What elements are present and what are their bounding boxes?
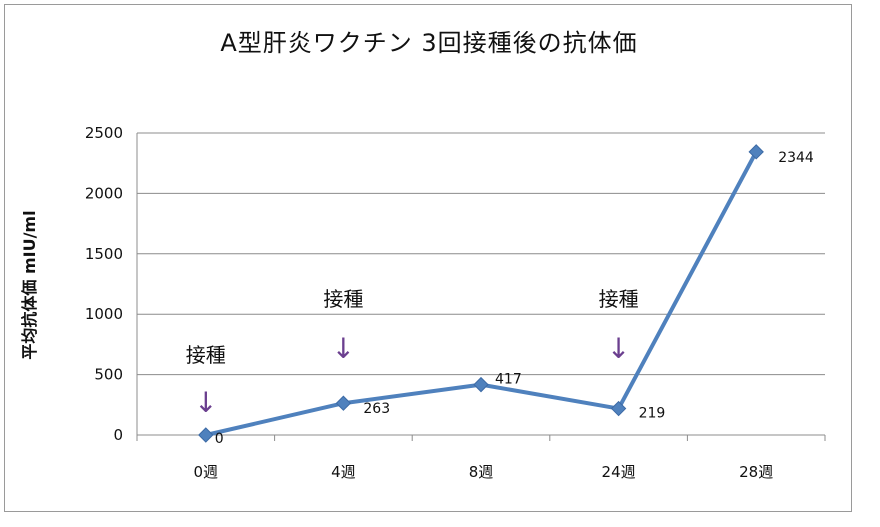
annotation-text-0: 接種 [186,343,226,367]
data-label-2: 417 [495,372,522,388]
annotation-arrow-2: ↓ [607,332,630,365]
data-point-1 [335,395,352,411]
data-point-3 [610,400,627,417]
x-tick-label-4: 28週 [739,463,773,481]
y-tick-label-0: 0 [113,426,123,444]
data-label-0: 0 [215,431,224,447]
x-tick-label-3: 24週 [602,463,636,481]
annotation-text-2: 接種 [599,287,639,311]
y-tick-label-500: 500 [94,366,123,384]
series-line [203,149,759,437]
data-label-4: 2344 [778,150,814,166]
data-label-1: 263 [363,401,390,417]
x-tick-label-1: 4週 [331,463,356,481]
data-point-0 [198,427,214,443]
y-tick-label-2000: 2000 [85,184,123,202]
data-point-4 [748,144,764,160]
y-tick-label-2500: 2500 [85,124,123,142]
annotation-arrow-0: ↓ [194,386,217,419]
y-tick-label-1500: 1500 [85,245,123,263]
annotation-arrow-1: ↓ [332,332,355,365]
x-tick-label-0: 0週 [194,463,219,481]
y-tick-label-1000: 1000 [85,305,123,323]
data-label-3: 219 [639,406,666,422]
annotation-text-1: 接種 [323,287,363,311]
chart-title: A型肝炎ワクチン 3回接種後の抗体価 [220,29,638,57]
data-point-2 [473,376,489,393]
chart-frame: A型肝炎ワクチン 3回接種後の抗体価 [4,4,852,512]
x-tick-label-2: 8週 [469,463,494,481]
